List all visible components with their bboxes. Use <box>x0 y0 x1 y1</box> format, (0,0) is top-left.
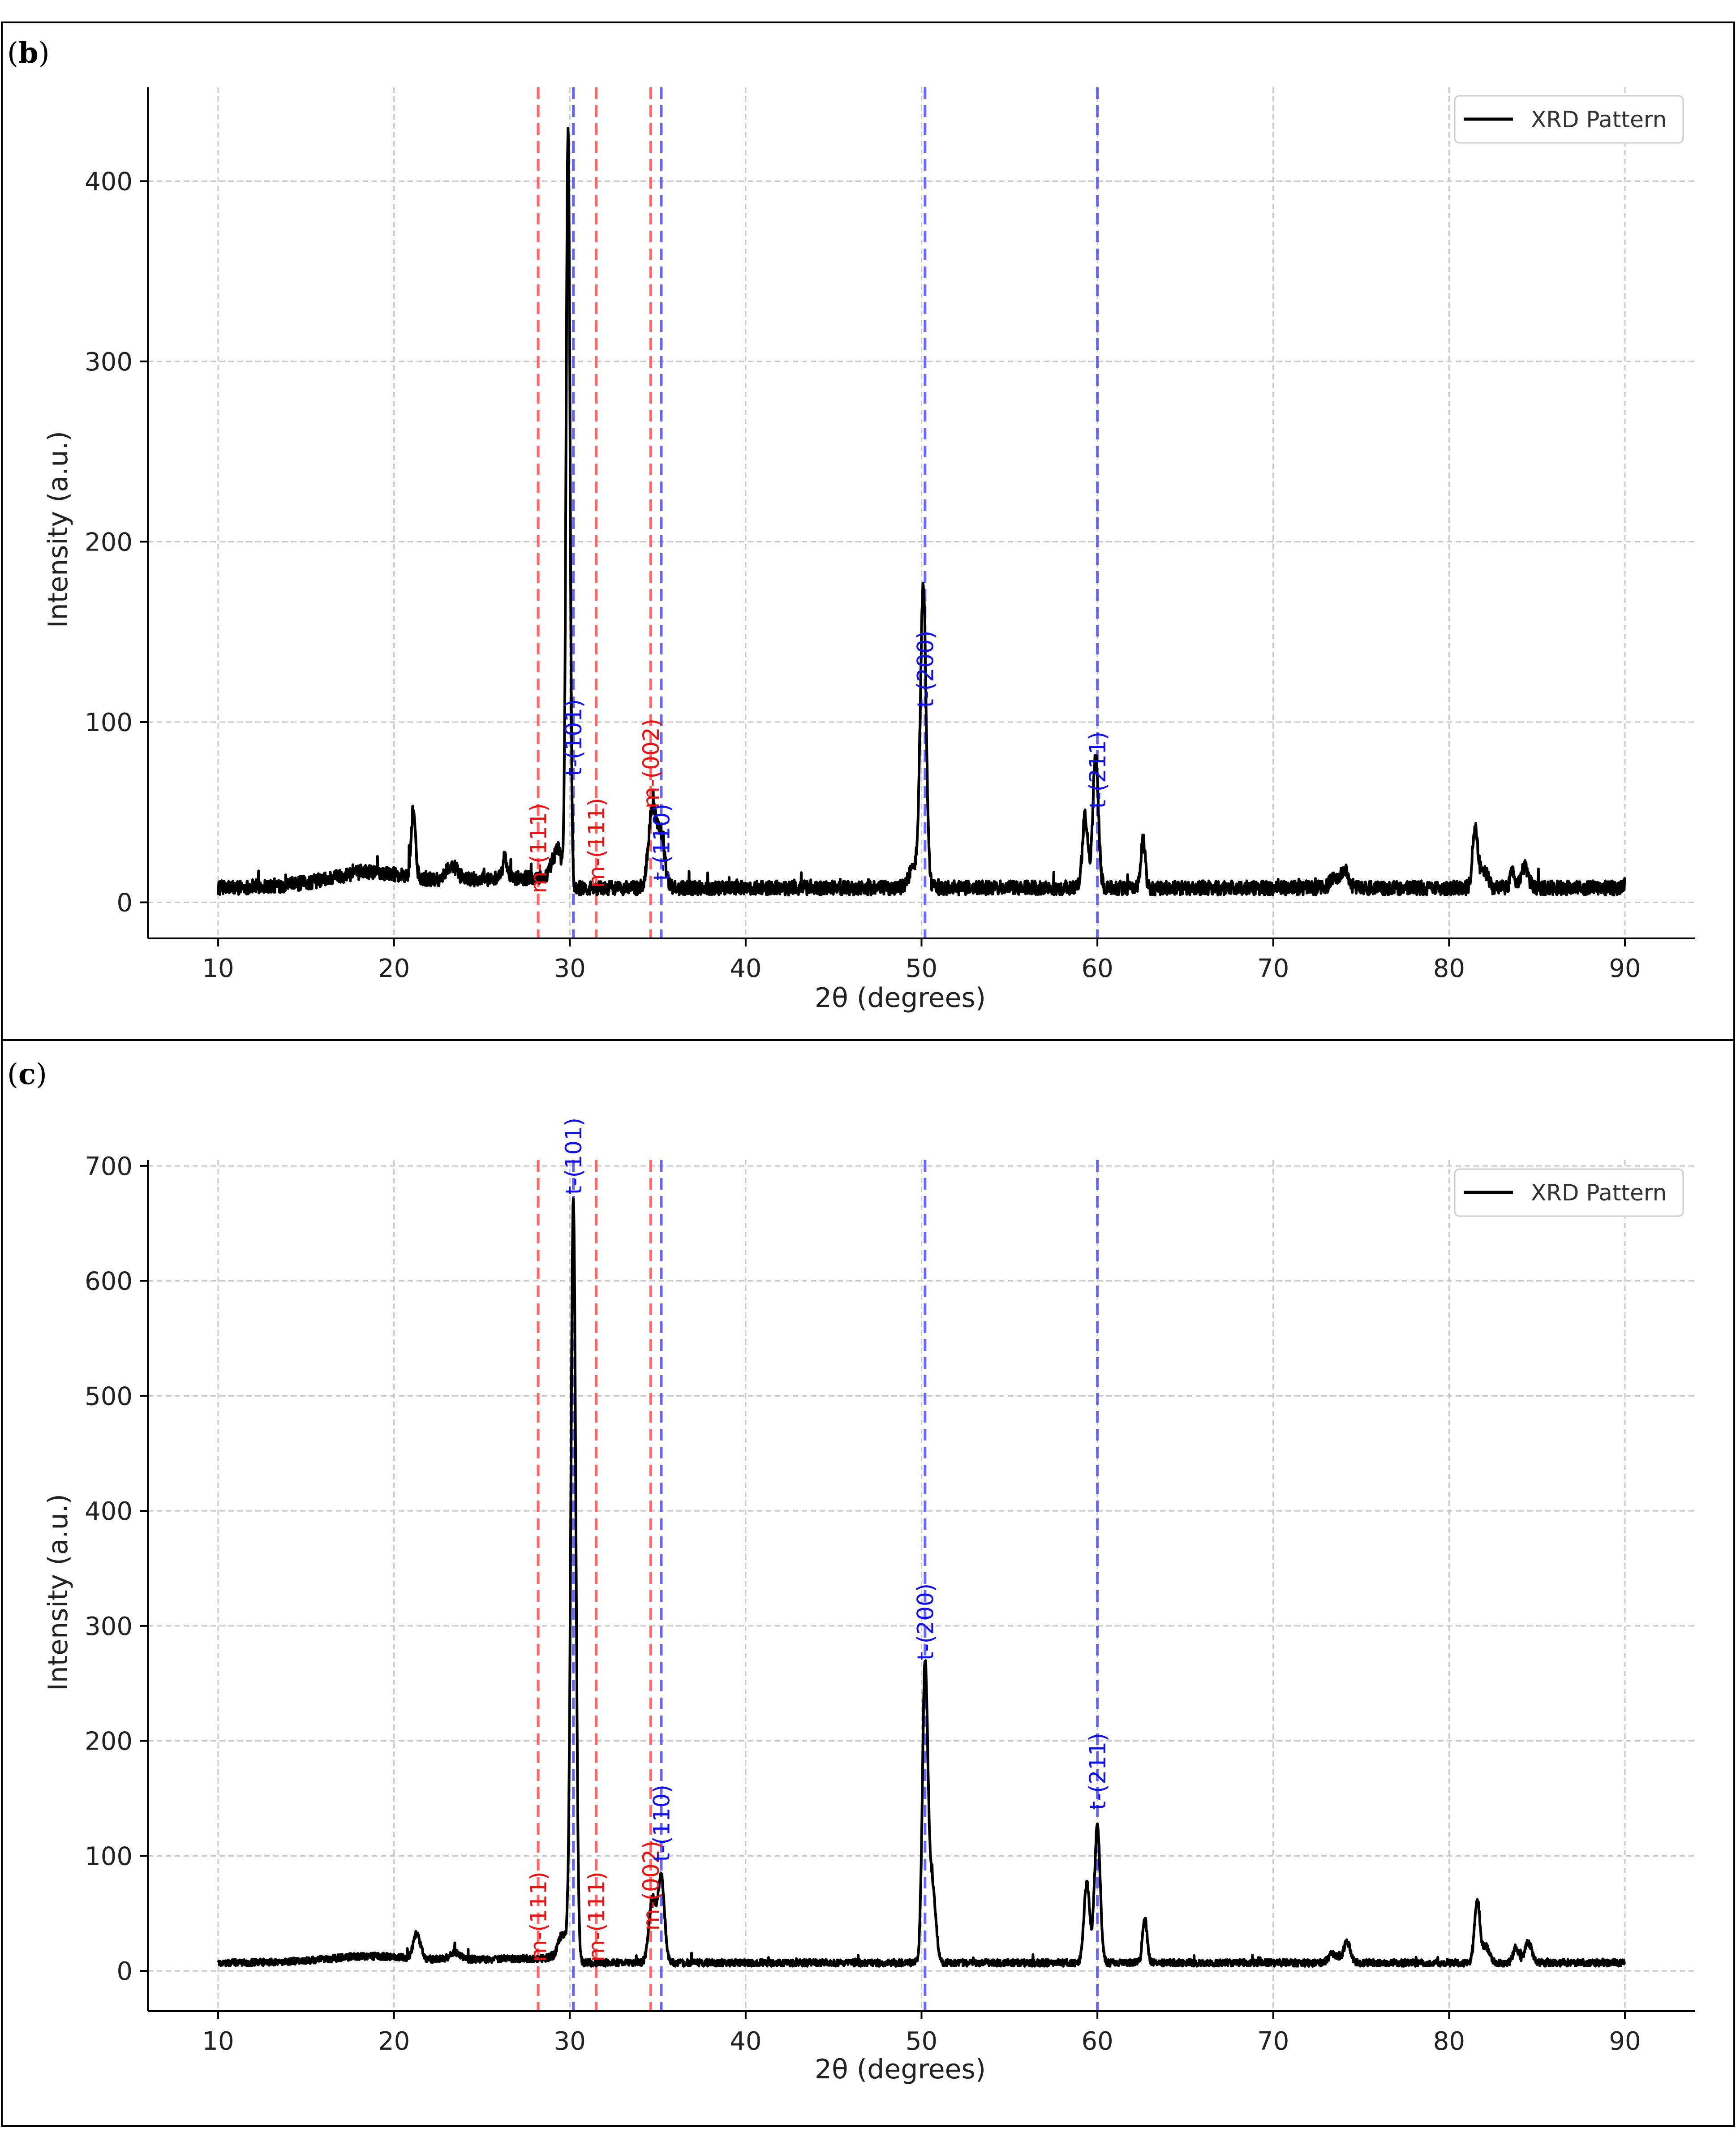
legend-box-c <box>1454 1168 1684 1217</box>
reference-label-t-211-6-b: t-(211) <box>1085 731 1111 808</box>
legend-label-b: XRD Pattern <box>1531 107 1667 133</box>
reference-label-m-111-2-c: m-(111) <box>584 1871 610 1961</box>
x-tick-label-70-b: 70 <box>1257 954 1289 983</box>
y-tick-label-500-c: 500 <box>85 1382 133 1411</box>
reference-label-t-211-6-c: t-(211) <box>1085 1733 1111 1810</box>
y-tick-label-300-b: 300 <box>85 348 133 377</box>
legend-box-b <box>1454 95 1684 144</box>
y-tick-label-400-c: 400 <box>85 1497 133 1526</box>
x-tick-label-20-b: 20 <box>378 954 410 983</box>
y-axis-title-c: Intensity (a.u.) <box>43 1494 74 1691</box>
x-tick-label-40-c: 40 <box>730 2027 761 2056</box>
x-tick-label-50-b: 50 <box>906 954 937 983</box>
reference-label-m-002-3-c: m-(002) <box>638 1841 664 1931</box>
y-tick-label-0-c: 0 <box>116 1957 133 1986</box>
reference-label-m-111-0-c: m-(111) <box>526 1871 552 1961</box>
x-tick-label-40-b: 40 <box>730 954 761 983</box>
xrd-pattern-series-b <box>217 127 1626 897</box>
x-tick-label-30-c: 30 <box>554 2027 586 2056</box>
y-tick-label-400-b: 400 <box>85 167 133 196</box>
reference-label-m-111-0-b: m-(111) <box>526 803 552 893</box>
x-tick-label-60-b: 60 <box>1081 954 1113 983</box>
x-tick-label-50-c: 50 <box>906 2027 937 2056</box>
y-tick-label-700-c: 700 <box>85 1152 133 1181</box>
reference-label-t-101-1-c: t-(101) <box>561 1118 587 1195</box>
panel-label-c: (c) <box>7 1058 47 1091</box>
x-axis-title-c: 2θ (degrees) <box>815 2054 986 2085</box>
y-tick-label-200-b: 200 <box>85 528 133 557</box>
reference-label-t-101-1-b: t-(101) <box>561 699 587 776</box>
panel-b: (b) m-(111) t-(101) m-(111) m-(002)t-(110) t… <box>7 36 1695 1014</box>
reference-label-t-110-4-b: t-(110) <box>649 804 675 881</box>
xrd-pattern-series-c <box>217 1197 1626 1968</box>
x-tick-label-70-c: 70 <box>1257 2027 1289 2056</box>
y-tick-label-200-c: 200 <box>85 1727 133 1756</box>
x-tick-label-90-b: 90 <box>1609 954 1641 983</box>
x-tick-label-60-c: 60 <box>1081 2027 1113 2056</box>
reference-label-m-111-2-b: m-(111) <box>584 798 610 888</box>
reference-label-m-002-3-b: m-(002) <box>638 718 664 808</box>
x-tick-label-10-c: 10 <box>202 2027 234 2056</box>
panel-letter-c: c <box>18 1058 36 1091</box>
x-tick-label-30-b: 30 <box>554 954 586 983</box>
reference-label-t-200-5-b: t-(200) <box>912 631 938 708</box>
figure-frame <box>1 22 1735 2127</box>
panel-c: (c) m-(111) t-(101) m-(111) m-(002)t-(110) t… <box>7 1058 1695 2085</box>
y-tick-label-100-b: 100 <box>85 708 133 737</box>
x-tick-label-20-c: 20 <box>378 2027 410 2056</box>
reference-label-t-200-5-c: t-(200) <box>912 1583 938 1660</box>
y-tick-label-100-c: 100 <box>85 1842 133 1871</box>
x-tick-label-80-b: 80 <box>1433 954 1465 983</box>
y-tick-label-0-b: 0 <box>116 888 133 917</box>
reference-label-t-110-4-c: t-(110) <box>649 1785 675 1862</box>
panel-label-b: (b) <box>7 36 50 70</box>
y-axis-title-b: Intensity (a.u.) <box>43 431 74 628</box>
y-tick-label-600-c: 600 <box>85 1267 133 1296</box>
legend-label-c: XRD Pattern <box>1531 1180 1667 1206</box>
x-axis-title-b: 2θ (degrees) <box>815 982 986 1014</box>
x-tick-label-80-c: 80 <box>1433 2027 1465 2056</box>
panel-letter-b: b <box>18 36 39 70</box>
y-tick-label-300-c: 300 <box>85 1612 133 1641</box>
x-tick-label-90-c: 90 <box>1609 2027 1641 2056</box>
x-tick-label-10-b: 10 <box>202 954 234 983</box>
